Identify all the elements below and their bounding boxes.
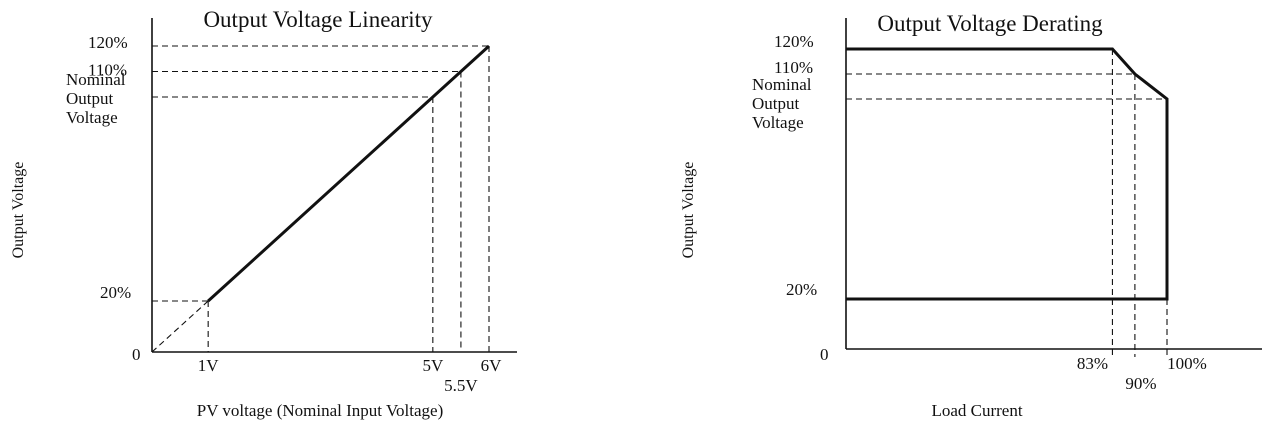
- chart-output-voltage-linearity: Output Voltage Linearity PV voltage (Nomi…: [10, 7, 517, 420]
- x-tick-label-83: 83%: [1077, 354, 1108, 373]
- y-tick-label-120: 120%: [774, 32, 814, 51]
- y-tick-label-110: 110%: [88, 61, 127, 80]
- series-line: [207, 44, 491, 303]
- origin-label: 0: [820, 345, 829, 364]
- y-tick-label-20: 20%: [786, 280, 817, 299]
- y-tick-label-110: 110%: [774, 58, 813, 77]
- x-axis-label: Load Current: [931, 401, 1022, 420]
- guide-origin: [151, 300, 209, 353]
- y-tick-label-nominal: Nominal Output Voltage: [66, 70, 126, 127]
- chart-output-voltage-derating: Output Voltage Derating Load Current Outpu…: [680, 11, 1262, 420]
- x-tick-label-1v: 1V: [198, 356, 220, 375]
- origin-label: 0: [132, 345, 141, 364]
- x-tick-label-6v: 6V: [481, 356, 503, 375]
- x-axis-label: PV voltage (Nominal Input Voltage): [197, 401, 443, 420]
- x-tick-label-100: 100%: [1167, 354, 1207, 373]
- chart-title: Output Voltage Derating: [877, 11, 1103, 36]
- series-line: [846, 47, 1169, 301]
- y-tick-label-120: 120%: [88, 33, 128, 52]
- y-tick-label-20: 20%: [100, 283, 131, 302]
- y-axis-label: Output Voltage: [10, 162, 27, 259]
- x-tick-label-90: 90%: [1125, 374, 1156, 393]
- y-axis-label: Output Voltage: [680, 162, 697, 259]
- x-tick-label-5v: 5V: [422, 356, 444, 375]
- chart-title: Output Voltage Linearity: [203, 7, 433, 32]
- y-tick-label-nominal: Nominal Output Voltage: [752, 75, 812, 132]
- x-tick-label-5-5v: 5.5V: [444, 376, 478, 395]
